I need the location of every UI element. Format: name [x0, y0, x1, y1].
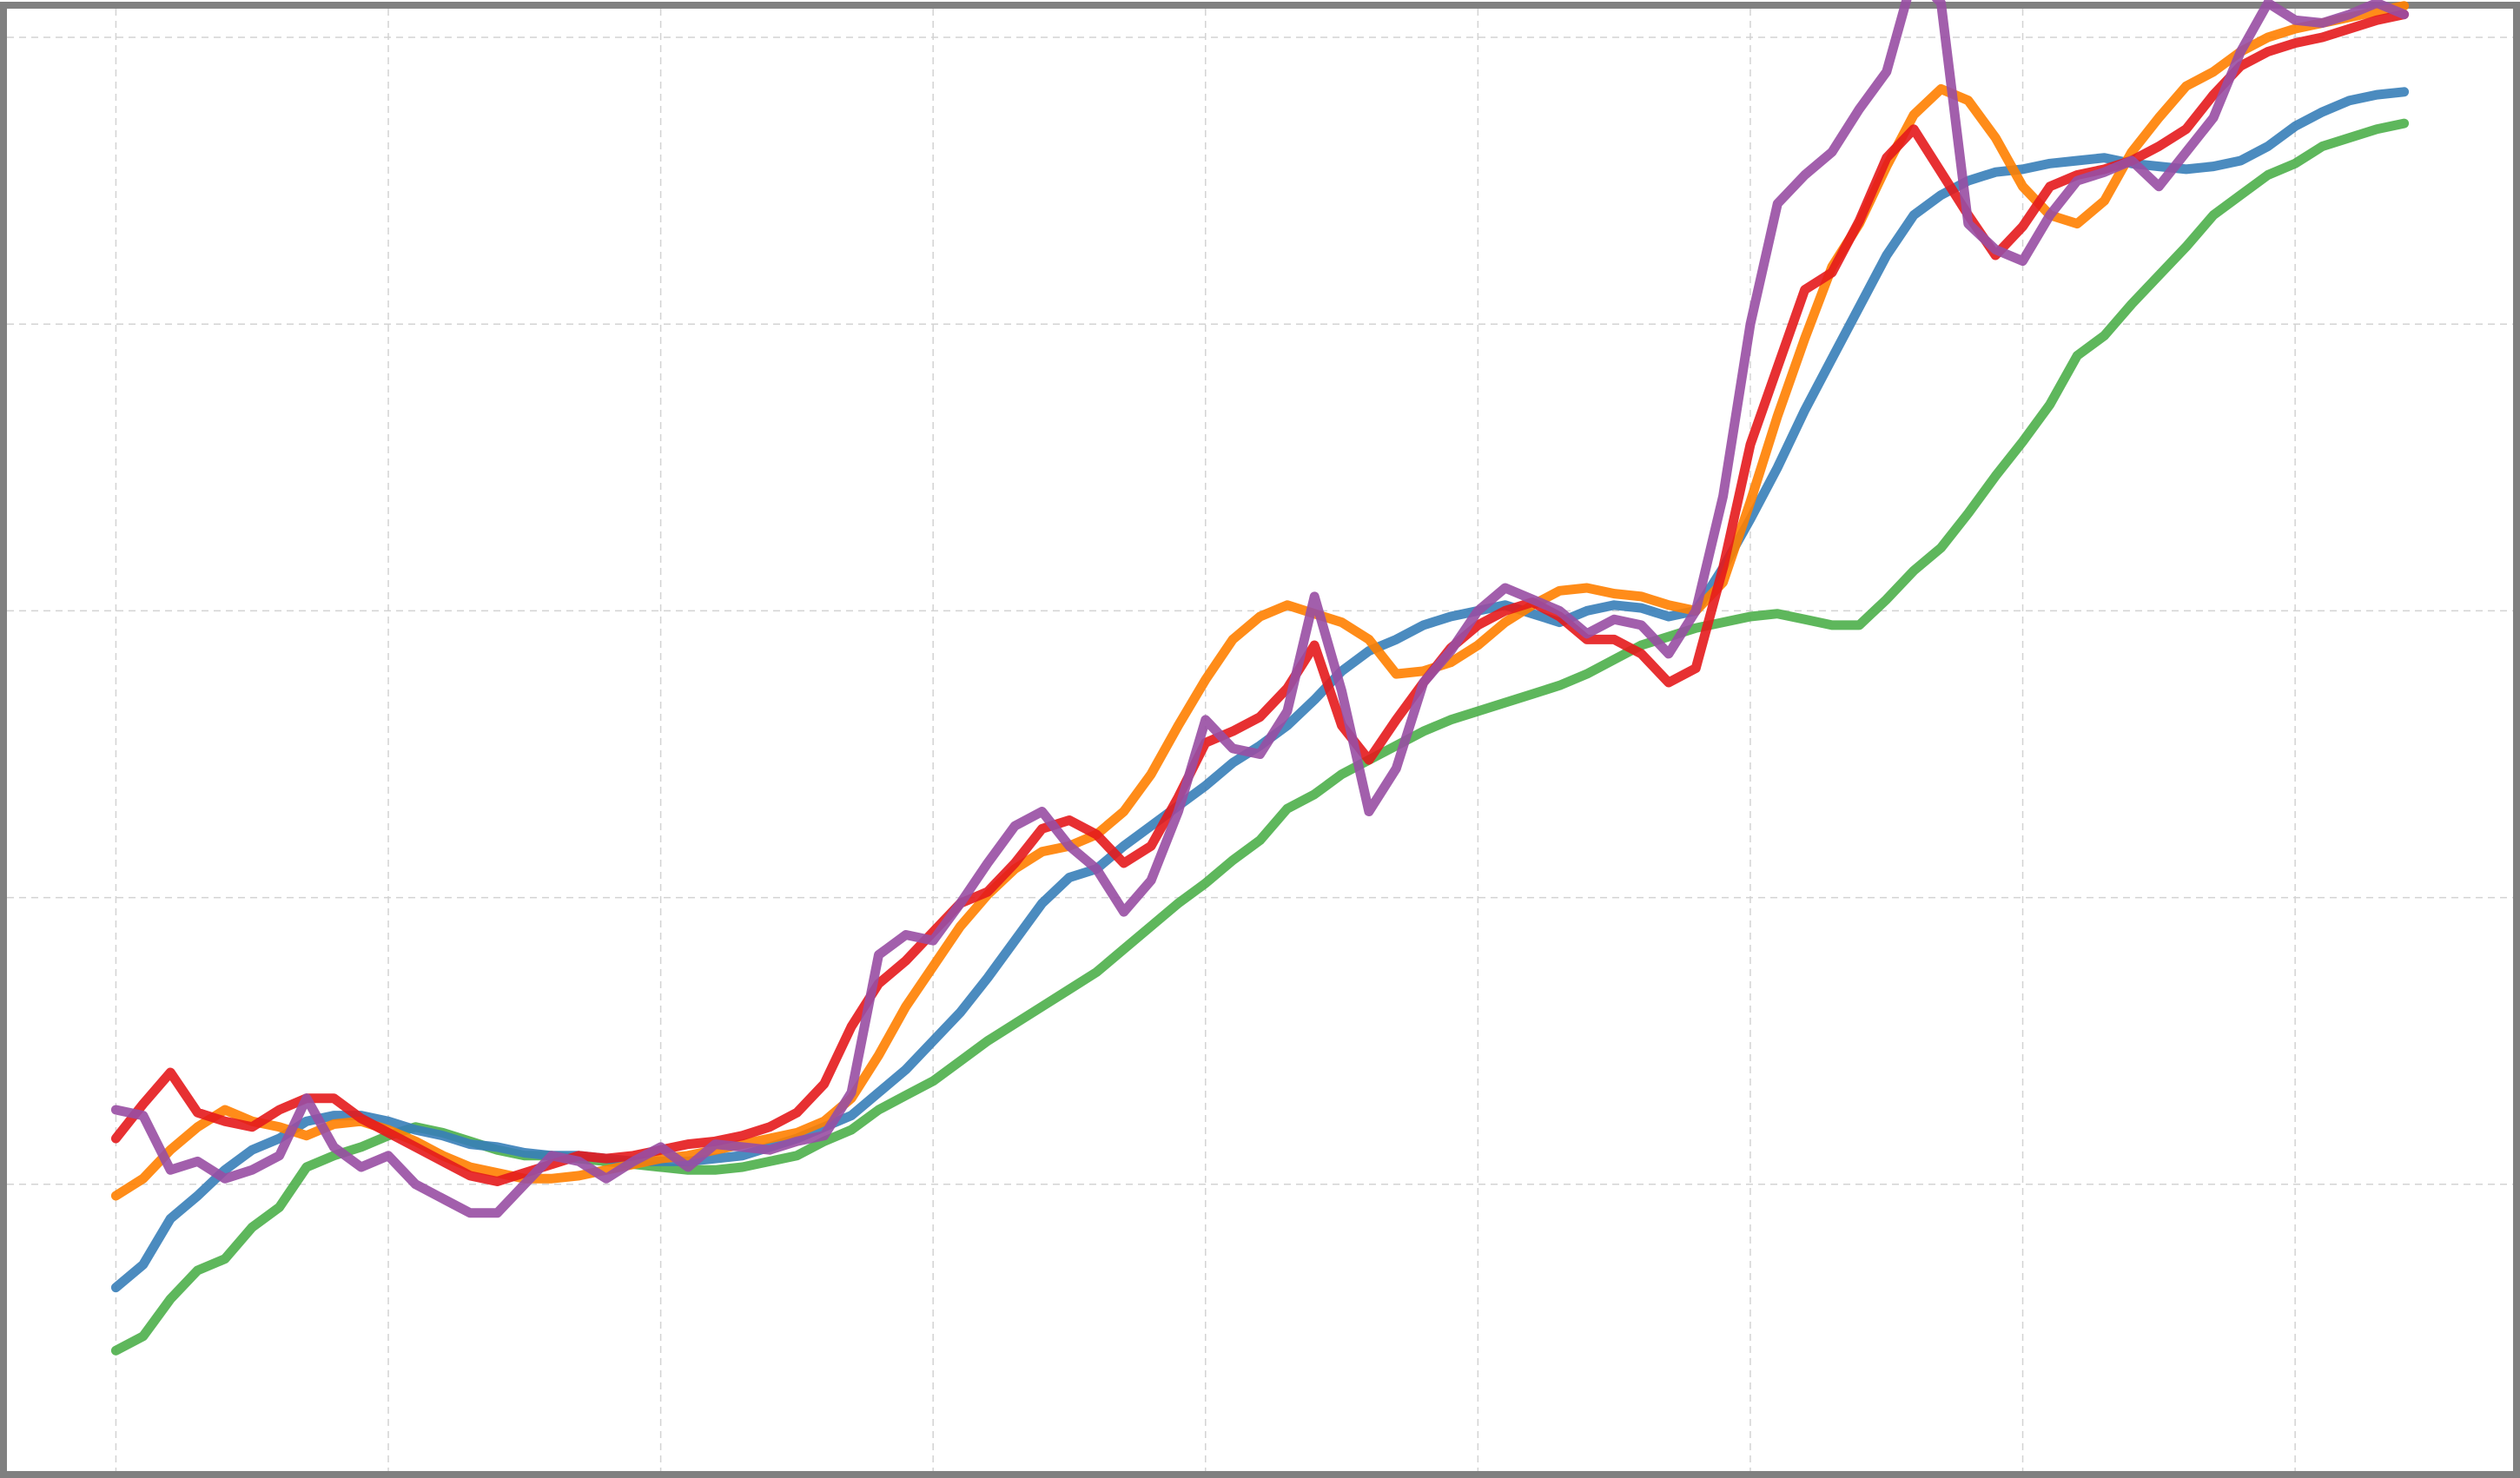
- line-chart: [0, 0, 2520, 1478]
